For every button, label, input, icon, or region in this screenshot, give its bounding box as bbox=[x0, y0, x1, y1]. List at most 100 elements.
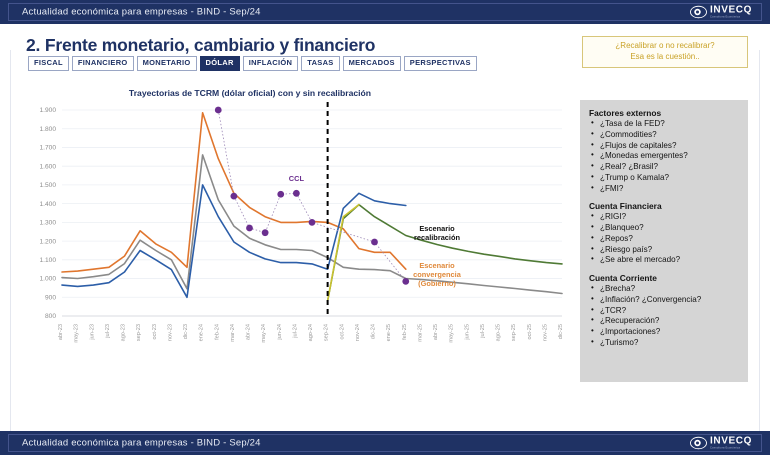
y-axis-tick-label: 1.700 bbox=[39, 145, 56, 152]
ccl-data-point bbox=[230, 192, 238, 200]
x-axis-tick-label: dic-24 bbox=[371, 324, 377, 339]
x-axis-tick-label: feb-25 bbox=[402, 324, 408, 340]
question-item: ¿Commodities? bbox=[589, 129, 739, 141]
x-axis-tick-label: abr-23 bbox=[58, 324, 64, 340]
chart-series-line bbox=[61, 112, 407, 273]
x-axis-tick-label: sep-23 bbox=[136, 324, 142, 341]
question-item: ¿Se abre el mercado? bbox=[589, 254, 739, 266]
ccl-data-point bbox=[214, 106, 222, 114]
ccl-data-point bbox=[261, 229, 269, 237]
ccl-data-point bbox=[402, 277, 410, 285]
question-item: ¿Flujos de capitales? bbox=[589, 140, 739, 152]
chart-annotation-recalibracion: Escenario bbox=[419, 224, 455, 233]
footer-inner-border bbox=[8, 434, 762, 452]
x-axis-tick-label: abr-25 bbox=[433, 324, 439, 340]
invecq-logo-icon bbox=[690, 436, 707, 450]
y-axis-tick-label: 1.200 bbox=[39, 238, 56, 245]
callout-line-2: Esa es la cuestión.. bbox=[630, 52, 700, 61]
footer-title: Actualidad económica para empresas - BIN… bbox=[22, 437, 261, 449]
x-axis-tick-label: feb-24 bbox=[214, 324, 220, 340]
tab-financiero[interactable]: FINANCIERO bbox=[71, 56, 134, 71]
callout-line-1: ¿Recalibrar o no recalibrar? bbox=[615, 41, 715, 51]
question-group: Cuenta Corriente¿Brecha?¿Inflación? ¿Con… bbox=[589, 273, 739, 349]
question-item: ¿Turismo? bbox=[589, 337, 739, 349]
questions-panel: Factores externos¿Tasa de la FED?¿Commod… bbox=[580, 100, 748, 382]
tcrm-chart: Trayectorias de TCRM (dólar oficial) con… bbox=[20, 88, 570, 388]
header-inner-border bbox=[8, 3, 762, 21]
ccl-data-point bbox=[292, 189, 300, 197]
question-group: Cuenta Financiera¿RIGI?¿Blanqueo?¿Repos?… bbox=[589, 201, 739, 266]
ccl-data-point bbox=[246, 224, 253, 232]
question-item: ¿Blanqueo? bbox=[589, 222, 739, 234]
y-axis-tick-label: 1.100 bbox=[39, 257, 56, 264]
ccl-connector-line bbox=[217, 109, 407, 282]
header-bar: Actualidad económica para empresas - BIN… bbox=[0, 0, 770, 24]
tab-monetario[interactable]: MONETARIO bbox=[136, 56, 197, 71]
x-axis-tick-label: jun-24 bbox=[277, 324, 283, 341]
question-item: ¿Trump o Kamala? bbox=[589, 172, 739, 184]
left-rule bbox=[10, 50, 11, 451]
y-axis-tick-label: 1.400 bbox=[39, 201, 56, 208]
x-axis-tick-label: ago-25 bbox=[496, 324, 502, 341]
header-logo: INVECQ Consultora Económica bbox=[690, 4, 752, 21]
tab-perspectivas[interactable]: PERSPECTIVAS bbox=[403, 56, 477, 71]
y-axis-tick-label: 1.300 bbox=[39, 220, 56, 227]
x-axis-tick-label: sep-25 bbox=[511, 324, 517, 341]
x-axis-tick-label: ago-24 bbox=[308, 324, 314, 341]
question-item: ¿Repos? bbox=[589, 233, 739, 245]
x-axis-tick-label: nov-24 bbox=[355, 324, 361, 341]
question-item: ¿Monedas emergentes? bbox=[589, 150, 739, 162]
question-item: ¿FMI? bbox=[589, 183, 739, 195]
tab-tasas[interactable]: TASAS bbox=[301, 56, 340, 71]
chart-annotation-recalibracion: recalibración bbox=[414, 233, 460, 242]
x-axis-tick-label: mar-24 bbox=[230, 324, 236, 342]
x-axis-tick-label: nov-23 bbox=[167, 324, 173, 341]
x-axis-tick-label: jun-23 bbox=[89, 324, 95, 341]
recalibration-callout: ¿Recalibrar o no recalibrar? Esa es la c… bbox=[582, 36, 748, 68]
chart-annotation-convergencia: Escenario bbox=[419, 261, 455, 270]
x-axis-tick-label: may-23 bbox=[74, 324, 80, 343]
x-axis-tick-label: ago-23 bbox=[121, 324, 127, 341]
x-axis-tick-label: nov-25 bbox=[542, 324, 548, 341]
footer-bar: Actualidad económica para empresas - BIN… bbox=[0, 431, 770, 455]
question-group-heading: Factores externos bbox=[589, 108, 662, 118]
x-axis-tick-label: may-25 bbox=[449, 324, 455, 343]
chart-series-line bbox=[326, 203, 360, 302]
section-tabs[interactable]: FISCAL FINANCIERO MONETARIO DÓLAR INFLACIÓN T… bbox=[28, 56, 477, 71]
question-item: ¿Tasa de la FED? bbox=[589, 118, 739, 130]
chart-series-line bbox=[326, 203, 563, 302]
invecq-logo-icon bbox=[690, 5, 707, 19]
tab-inflacin[interactable]: INFLACIÓN bbox=[242, 56, 299, 71]
tab-fiscal[interactable]: FISCAL bbox=[28, 56, 69, 71]
chart-canvas: 1.900 1.800 1.700 1.600 1.500 1.400 1.300 1.200… bbox=[39, 102, 564, 343]
logo-subtitle: Consultora Económica bbox=[710, 446, 741, 450]
tab-dlar[interactable]: DÓLAR bbox=[199, 56, 240, 71]
x-axis-tick-label: oct-24 bbox=[339, 324, 345, 340]
x-axis-tick-label: mar-25 bbox=[417, 324, 423, 342]
chart-title: Trayectorias de TCRM (dólar oficial) con… bbox=[128, 88, 372, 98]
footer-logo: INVECQ Consultora Económica bbox=[690, 435, 752, 452]
x-axis-tick-label: ene-25 bbox=[386, 324, 392, 341]
x-axis-tick-label: dic-25 bbox=[558, 324, 564, 339]
header-title: Actualidad económica para empresas - BIN… bbox=[22, 6, 261, 18]
chart-annotation-ccl: CCL bbox=[289, 174, 305, 183]
ccl-data-point bbox=[371, 238, 378, 246]
y-axis-tick-label: 1.900 bbox=[39, 107, 56, 114]
logo-name: INVECQ bbox=[710, 4, 752, 16]
tab-mercados[interactable]: MERCADOS bbox=[342, 56, 401, 71]
y-axis-tick-label: 800 bbox=[45, 313, 56, 320]
question-group: Factores externos¿Tasa de la FED?¿Commod… bbox=[589, 108, 739, 194]
x-axis-tick-label: jul-23 bbox=[105, 324, 111, 339]
question-item: ¿RIGI? bbox=[589, 211, 739, 223]
question-item: ¿Inflación? ¿Convergencia? bbox=[589, 294, 739, 306]
x-axis-tick-label: oct-25 bbox=[527, 324, 533, 340]
page-title: 2. Frente monetario, cambiario y financi… bbox=[26, 35, 376, 55]
question-item: ¿Importaciones? bbox=[589, 326, 739, 338]
right-rule bbox=[759, 50, 760, 451]
x-axis-tick-label: dic-23 bbox=[183, 324, 189, 339]
chart-series-line bbox=[61, 154, 563, 295]
y-axis-tick-label: 900 bbox=[45, 294, 56, 301]
chart-annotation-convergencia: (Gobierno) bbox=[418, 279, 456, 288]
question-item: ¿TCR? bbox=[589, 305, 739, 317]
question-group-heading: Cuenta Financiera bbox=[589, 201, 662, 212]
